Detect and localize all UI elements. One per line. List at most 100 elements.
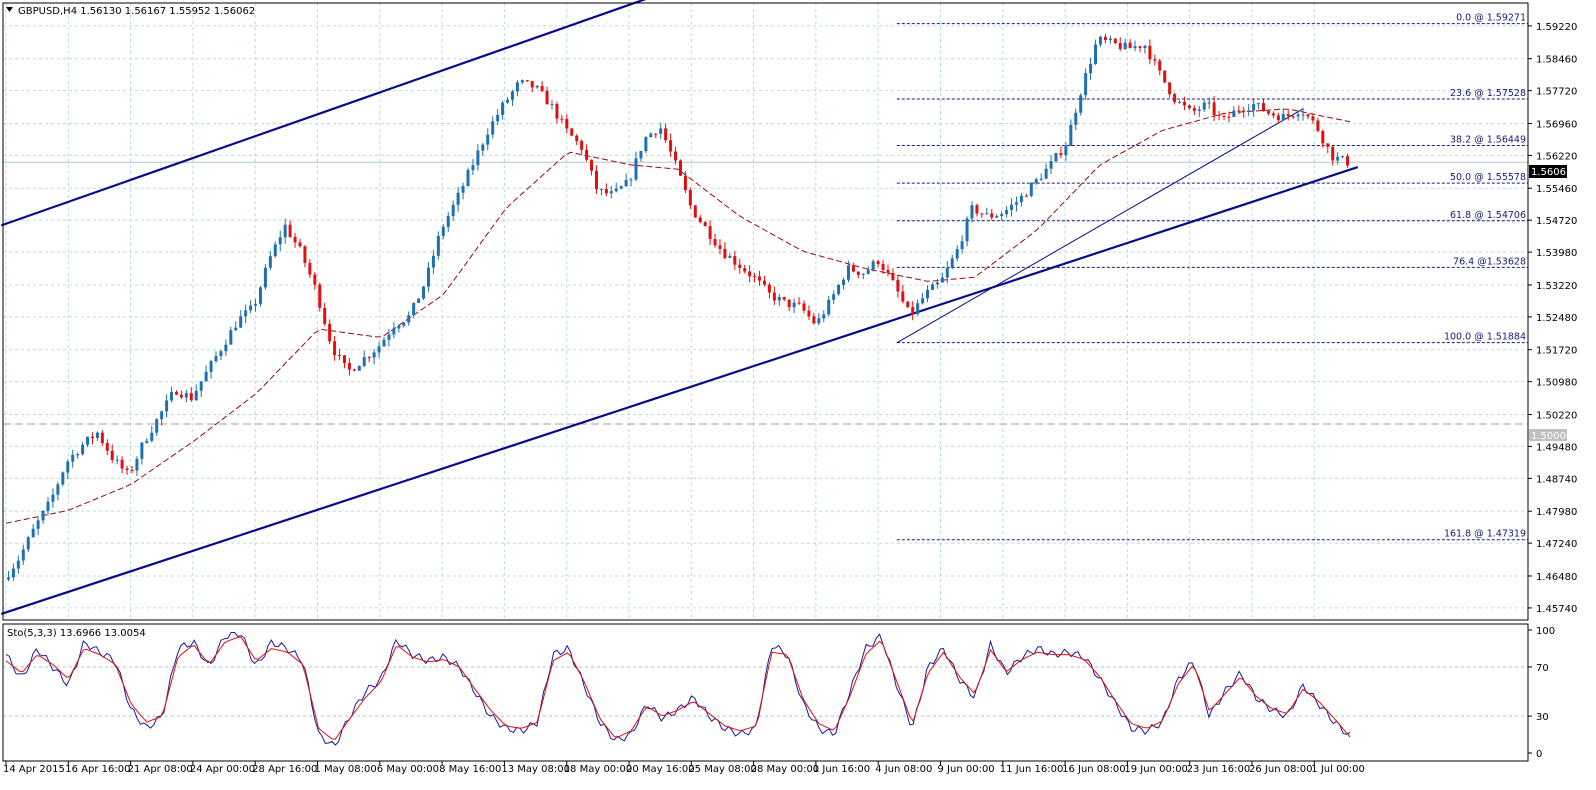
candle-bull: [965, 218, 969, 242]
trendline-channel-upper[interactable]: [0, 0, 647, 227]
candle-bull: [115, 459, 119, 461]
candle-bear: [125, 468, 129, 470]
candle-bear: [1222, 115, 1226, 117]
candle-bull: [599, 189, 603, 191]
candle-bull: [970, 205, 974, 219]
candle-bear: [1168, 82, 1172, 95]
candle-bull: [402, 322, 406, 326]
candle-bull: [224, 344, 228, 352]
candle-bull: [214, 356, 218, 362]
candle-bear: [1148, 45, 1152, 60]
price-axis-label: 1.59220: [1536, 22, 1577, 33]
candle-bull: [644, 137, 648, 152]
candle-bull: [219, 351, 223, 357]
candle-bull: [16, 560, 20, 569]
trendline-fib-base-line[interactable]: [896, 108, 1304, 344]
candle-bear: [782, 296, 786, 300]
candle-bull: [550, 103, 554, 105]
candle-bull: [258, 287, 262, 304]
stochastic-pane[interactable]: 100 70 30 0: [3, 626, 1555, 760]
candle-bull: [184, 393, 188, 398]
candle-bull: [387, 334, 391, 340]
candle-bear: [585, 149, 589, 160]
candle-bull: [441, 226, 445, 236]
candle-bear: [1187, 105, 1191, 109]
price-pane[interactable]: 0.0 @ 1.59271 23.6 @ 1.57528 38.2 @ 1.5644…: [0, 0, 1577, 620]
price-axis-label: 1.46480: [1536, 572, 1577, 583]
candle-bear: [110, 450, 114, 460]
candle-bear: [90, 436, 94, 439]
price-axis-label: 1.52480: [1536, 313, 1577, 324]
candle-bull: [422, 286, 426, 299]
candle-bear: [130, 469, 134, 471]
candle-bear: [851, 265, 855, 272]
candle-bull: [81, 444, 85, 455]
candle-bear: [812, 316, 816, 324]
candle-bull: [377, 346, 381, 353]
fib-level-label: 50.0 @ 1.55578: [1450, 172, 1526, 183]
candle-bull: [372, 352, 376, 358]
candle-bull: [624, 180, 628, 187]
fib-level-label: 76.4 @1.53628: [1453, 256, 1526, 267]
candle-bear: [703, 222, 707, 227]
candle-bear: [1321, 130, 1325, 144]
candle-bull: [1014, 202, 1018, 205]
candle-bear: [876, 261, 880, 264]
candle-bear: [881, 263, 885, 270]
candle-bear: [1128, 42, 1132, 49]
candle-bull: [1044, 168, 1048, 179]
candle-bull: [86, 436, 90, 445]
candle-bear: [980, 213, 984, 215]
stochastic-axis-label: 30: [1536, 712, 1549, 723]
candle-bear: [288, 224, 292, 237]
candle-bull: [614, 188, 618, 192]
candle-bear: [1153, 59, 1157, 61]
candle-bear: [1291, 116, 1295, 118]
candle-bear: [1262, 103, 1266, 112]
candle-bull: [629, 179, 633, 181]
price-axis-label: 1.49480: [1536, 442, 1577, 453]
symbol-dropdown-icon[interactable]: [6, 7, 13, 12]
candle-bear: [797, 302, 801, 304]
time-axis-label: 23 Jun 16:00: [1187, 764, 1251, 775]
candle-bull: [1005, 209, 1009, 215]
candle-bear: [1113, 38, 1117, 44]
candle-bear: [901, 291, 905, 302]
candle-bull: [822, 314, 826, 319]
candle-bull: [466, 170, 470, 187]
candle-bear: [308, 262, 312, 275]
time-axis-label: 11 Jun 16:00: [1000, 764, 1064, 775]
time-axis-label: 6 May 00:00: [377, 764, 439, 775]
candle-bull: [481, 144, 485, 151]
candle-bear: [555, 103, 559, 119]
candle-bull: [446, 215, 450, 227]
candle-bull: [1069, 124, 1073, 146]
candle-bull: [1108, 38, 1112, 41]
candle-bull: [1133, 46, 1137, 49]
candle-bear: [540, 85, 544, 91]
stochastic-axis-label: 0: [1536, 749, 1542, 760]
candle-bull: [471, 165, 475, 171]
candle-bull: [1049, 161, 1053, 169]
candle-bull: [935, 282, 939, 285]
candle-bull: [145, 440, 149, 443]
candle-bull: [357, 365, 361, 371]
candle-bull: [11, 568, 15, 578]
candle-bear: [669, 140, 673, 152]
candle-bull: [619, 186, 623, 189]
candle-bull: [417, 298, 421, 303]
candle-bull: [1252, 104, 1256, 111]
candle-bear: [525, 80, 529, 82]
candle-bear: [802, 303, 806, 311]
trendline-channel-lower[interactable]: [0, 166, 1359, 615]
price-axis-label: 1.50980: [1536, 378, 1577, 389]
time-axis-label: 28 Apr 16:00: [252, 764, 317, 775]
candle-bear: [772, 292, 776, 301]
candle-bear: [807, 310, 811, 317]
candle-bear: [105, 443, 109, 451]
candle-bear: [1059, 153, 1063, 156]
candle-bear: [753, 276, 757, 278]
